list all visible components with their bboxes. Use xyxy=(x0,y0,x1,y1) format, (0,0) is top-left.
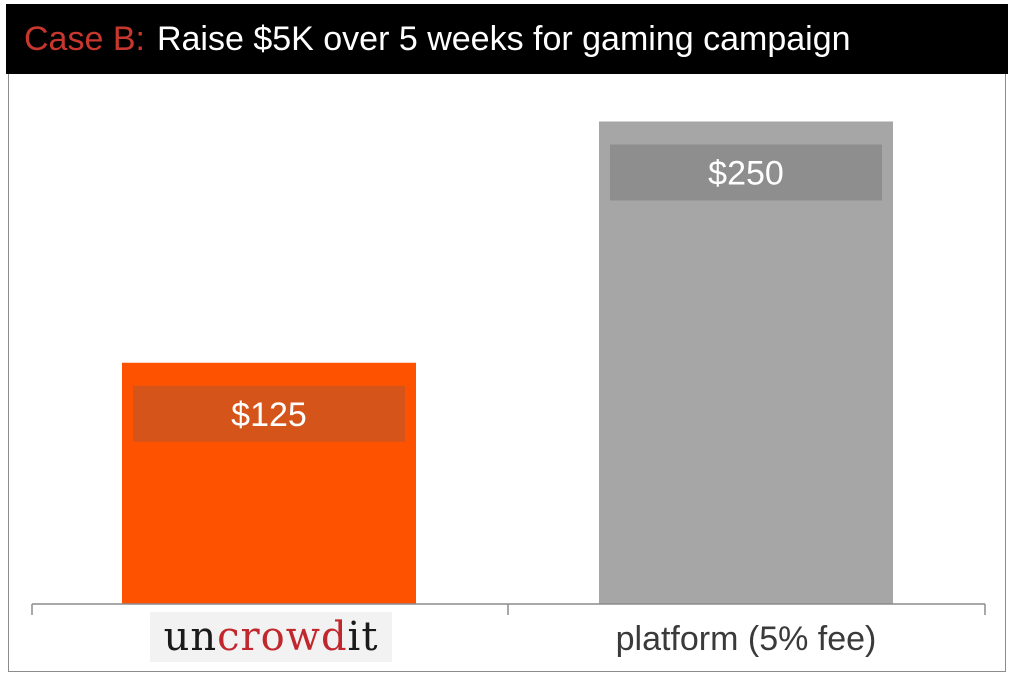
category-label-platform: platform (5% fee) xyxy=(616,620,877,658)
bar-platform xyxy=(599,121,893,604)
data-label: $250 xyxy=(708,155,784,193)
data-label-box xyxy=(610,144,882,201)
case-label: Case B: xyxy=(24,19,145,58)
data-label-box xyxy=(133,385,405,442)
data-label: $125 xyxy=(231,396,307,434)
title-bar: Case B: Raise $5K over 5 weeks for gamin… xyxy=(6,4,1008,74)
chart-title: Raise $5K over 5 weeks for gaming campai… xyxy=(156,19,851,58)
uncrowdit-logo: un crowd it xyxy=(150,612,392,662)
